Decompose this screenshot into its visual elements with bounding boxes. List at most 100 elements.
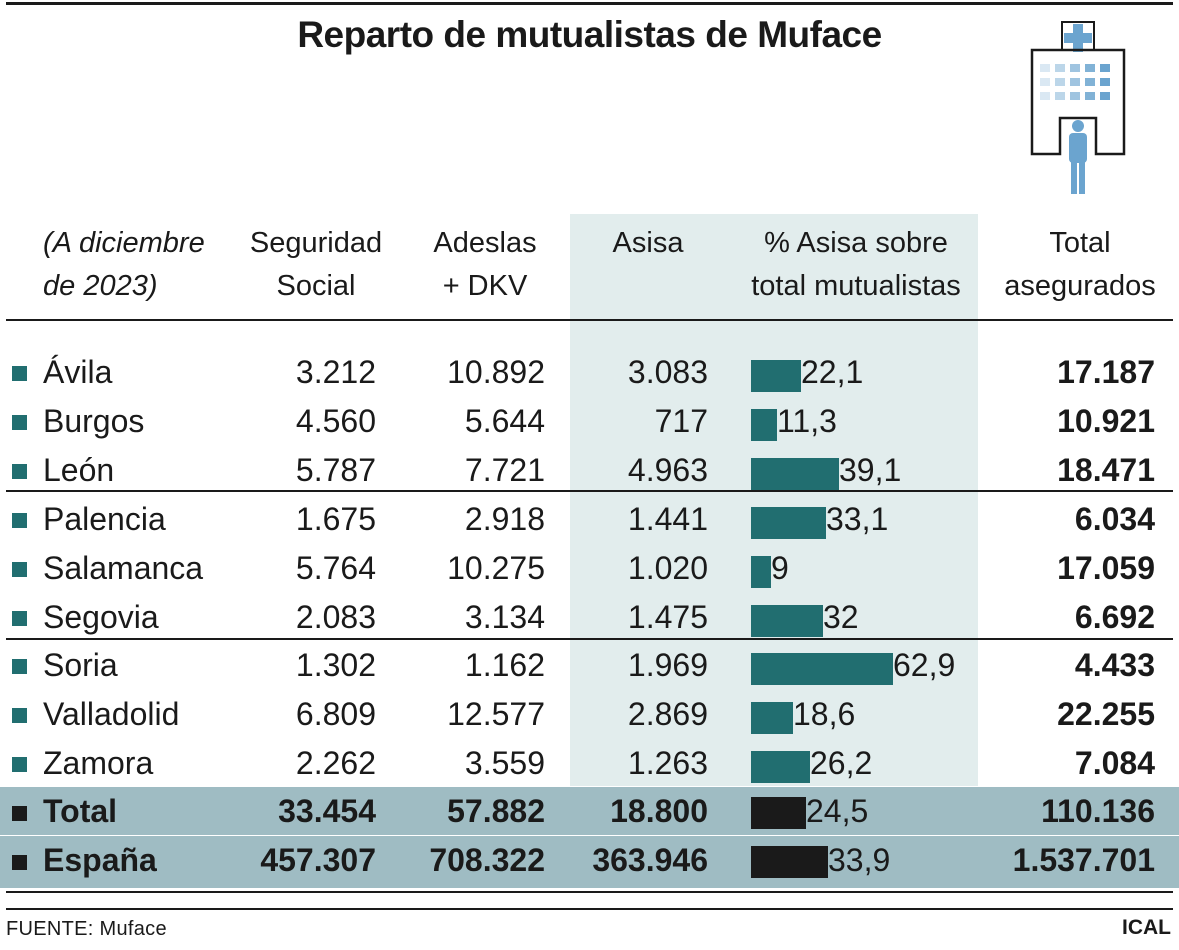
row-name: Palencia	[43, 501, 166, 537]
cell-asisa: 18.800	[610, 793, 708, 829]
cell-adeslas-dkv: 7.721	[464, 452, 545, 488]
cell-total-asegurados: 6.692	[1074, 599, 1155, 635]
pct-bar	[751, 360, 801, 392]
row-marker-icon	[12, 806, 27, 821]
pct-label: 24,5	[806, 793, 869, 829]
group-rule	[6, 490, 1173, 492]
brand-logo: ICAL	[1122, 916, 1171, 939]
row-name: Burgos	[43, 403, 145, 439]
group-rule	[6, 638, 1173, 640]
row-marker-icon	[12, 562, 27, 577]
pct-label: 33,9	[828, 842, 891, 878]
row-name: Soria	[43, 647, 118, 683]
total-row: Total 33.454 57.882 18.800 24,5 110.136	[0, 787, 1179, 835]
total-row: España 457.307 708.322 363.946 33,9 1.537.701	[0, 836, 1179, 888]
row-name: Valladolid	[43, 696, 180, 732]
cell-adeslas-dkv: 57.882	[447, 793, 545, 829]
header-seguridad-social: Seguridad Social	[249, 227, 383, 302]
cell-asisa: 1.441	[627, 501, 708, 537]
cell-total-asegurados: 22.255	[1057, 696, 1155, 732]
pct-bar	[751, 653, 893, 685]
pct-label: 22,1	[801, 354, 864, 390]
cell-asisa: 4.963	[627, 452, 708, 488]
cell-seguridad-social: 2.083	[295, 599, 376, 635]
cell-seguridad-social: 33.454	[278, 793, 376, 829]
cell-total-asegurados: 7.084	[1074, 745, 1155, 781]
header-asisa: Asisa	[612, 227, 684, 259]
cell-total-asegurados: 17.059	[1057, 550, 1155, 586]
cell-total-asegurados: 110.136	[1041, 793, 1155, 829]
table-row: Zamora 2.262 3.559 1.263 26,2 7.084	[0, 739, 1179, 787]
pct-label: 39,1	[839, 452, 902, 488]
cell-seguridad-social: 2.262	[295, 745, 376, 781]
cell-adeslas-dkv: 10.275	[447, 550, 545, 586]
row-name: Salamanca	[43, 550, 204, 586]
pct-bar	[751, 797, 806, 829]
cell-seguridad-social: 457.307	[260, 842, 376, 878]
cell-adeslas-dkv: 3.559	[464, 745, 545, 781]
chart-title: Reparto de mutualistas de Muface	[297, 14, 882, 55]
pct-bar	[751, 409, 777, 441]
cell-seguridad-social: 5.787	[295, 452, 376, 488]
pct-label: 9	[771, 550, 789, 586]
row-name: Total	[43, 793, 118, 829]
row-name: Ávila	[43, 354, 113, 390]
row-marker-icon	[12, 513, 27, 528]
cell-seguridad-social: 4.560	[295, 403, 376, 439]
table-row: Palencia 1.675 2.918 1.441 33,1 6.034	[0, 495, 1179, 543]
cell-asisa: 2.869	[627, 696, 708, 732]
pct-label: 18,6	[793, 696, 856, 732]
cell-asisa: 717	[654, 403, 708, 439]
source-note: FUENTE: Muface	[6, 918, 167, 940]
row-marker-icon	[12, 757, 27, 772]
bottom-rule	[6, 891, 1173, 893]
table-row: Salamanca 5.764 10.275 1.020 9 17.059	[0, 544, 1179, 592]
cell-adeslas-dkv: 1.162	[464, 647, 545, 683]
footer-rule	[6, 908, 1173, 910]
header-pct-asisa: % Asisa sobre total mutualistas	[751, 227, 961, 302]
cell-adeslas-dkv: 2.918	[464, 501, 545, 537]
top-rule	[6, 2, 1173, 5]
cell-seguridad-social: 6.809	[295, 696, 376, 732]
pct-label: 62,9	[893, 647, 956, 683]
row-name: Zamora	[43, 745, 154, 781]
row-marker-icon	[12, 659, 27, 674]
pct-bar	[751, 507, 826, 539]
row-marker-icon	[12, 708, 27, 723]
cell-total-asegurados: 1.537.701	[1012, 842, 1155, 878]
pct-bar	[751, 556, 771, 588]
cell-asisa: 1.969	[627, 647, 708, 683]
cell-seguridad-social: 3.212	[295, 354, 376, 390]
table-row: Valladolid 6.809 12.577 2.869 18,6 22.255	[0, 690, 1179, 738]
header-total-asegurados: Total asegurados	[1004, 227, 1156, 302]
row-marker-icon	[12, 464, 27, 479]
pct-bar	[751, 751, 810, 783]
cell-total-asegurados: 17.187	[1057, 354, 1155, 390]
cell-seguridad-social: 1.675	[295, 501, 376, 537]
row-name: España	[43, 842, 157, 878]
row-marker-icon	[12, 415, 27, 430]
cell-seguridad-social: 1.302	[295, 647, 376, 683]
table-row: León 5.787 7.721 4.963 39,1 18.471	[0, 446, 1179, 494]
cell-total-asegurados: 6.034	[1074, 501, 1155, 537]
cell-asisa: 1.475	[627, 599, 708, 635]
asisa-column-band	[570, 214, 978, 786]
table-row: Ávila 3.212 10.892 3.083 22,1 17.187	[0, 348, 1179, 396]
cell-total-asegurados: 18.471	[1057, 452, 1155, 488]
cell-total-asegurados: 4.433	[1074, 647, 1155, 683]
cell-adeslas-dkv: 3.134	[464, 599, 545, 635]
cell-total-asegurados: 10.921	[1057, 403, 1155, 439]
pct-bar	[751, 846, 828, 878]
header-note: (A diciembre de 2023)	[43, 227, 205, 302]
cell-asisa: 3.083	[627, 354, 708, 390]
table-row: Soria 1.302 1.162 1.969 62,9 4.433	[0, 641, 1179, 689]
table-row: Burgos 4.560 5.644 717 11,3 10.921	[0, 397, 1179, 445]
cell-adeslas-dkv: 12.577	[447, 696, 545, 732]
header-adeslas-dkv: Adeslas + DKV	[433, 227, 537, 302]
pct-bar	[751, 702, 793, 734]
row-marker-icon	[12, 366, 27, 381]
cell-adeslas-dkv: 10.892	[447, 354, 545, 390]
pct-label: 32	[823, 599, 859, 635]
pct-label: 26,2	[810, 745, 873, 781]
